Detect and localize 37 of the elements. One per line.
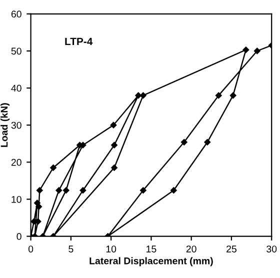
point (34, 200, 40, 206)
point (140, 92, 146, 99)
point (111, 164, 118, 171)
point (36, 203, 42, 210)
y-axis-title: Load (kN) (0, 103, 10, 147)
point (140, 187, 146, 194)
point (230, 92, 236, 99)
point (50, 164, 56, 171)
y-tick-label: 10 (12, 196, 22, 203)
point (215, 92, 222, 99)
x-tick-label: 15 (146, 246, 156, 252)
x-tick-label: 30 (266, 246, 277, 252)
text: LTP-4 (65, 38, 93, 46)
point (110, 122, 117, 128)
x-axis-title: Lateral Displacement (mm) (90, 257, 213, 266)
point (56, 187, 62, 194)
y-tick-label: 50 (11, 48, 22, 55)
point (242, 46, 250, 54)
x-tick-label: 10 (106, 246, 116, 252)
x-tick-label: 5 (68, 246, 74, 252)
y-tick-label: 0 (16, 233, 22, 240)
y-tick-label: 20 (11, 158, 22, 166)
x-tick-label: 0 (28, 246, 34, 252)
point (62, 187, 70, 194)
point (111, 142, 118, 148)
point (204, 139, 211, 146)
point (170, 187, 177, 194)
point (80, 187, 86, 194)
point (36, 187, 43, 194)
y-tick-label: 30 (11, 122, 22, 129)
x-tick-label: 20 (186, 246, 196, 252)
y-tick-label: 40 (11, 84, 22, 92)
point (180, 139, 188, 146)
y-tick-label: 60 (11, 10, 22, 18)
point (135, 92, 142, 99)
x-tick-label: 25 (226, 246, 236, 252)
point (254, 48, 260, 54)
